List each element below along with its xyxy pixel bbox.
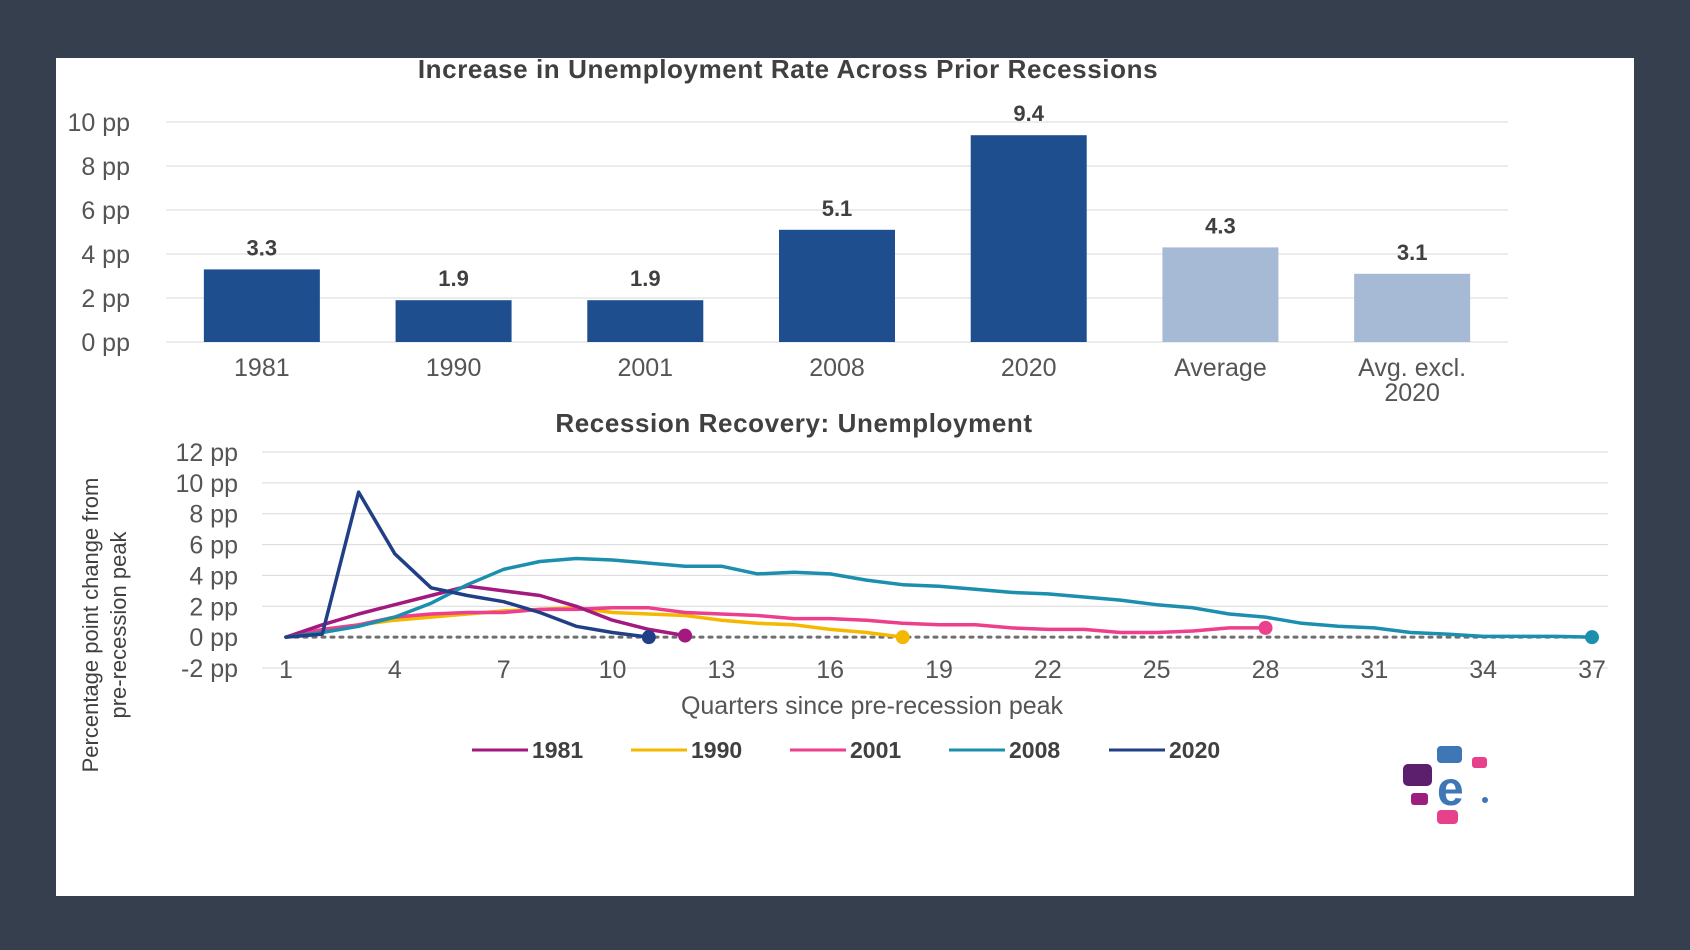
bar-value-label: 9.4 bbox=[1013, 101, 1044, 126]
line-y-tick-label: 8 pp bbox=[189, 501, 238, 529]
line-end-marker-2001 bbox=[1258, 620, 1273, 635]
bar-value-label: 3.3 bbox=[247, 235, 278, 260]
bar-value-label: 3.1 bbox=[1397, 240, 1428, 265]
logo-letter-e: e bbox=[1437, 763, 1464, 816]
bar-y-tick-label: 8 pp bbox=[81, 153, 130, 181]
experian-logo-icon: e bbox=[1403, 746, 1488, 824]
line-chart: Recession Recovery: Unemployment Quarter… bbox=[78, 408, 1608, 772]
line-x-tick-label: 16 bbox=[816, 656, 844, 684]
bar-category-label: 2001 bbox=[617, 354, 673, 382]
line-x-tick-label: 10 bbox=[599, 656, 627, 684]
bar-y-tick-label: 6 pp bbox=[81, 197, 130, 225]
logo-square-pink-small bbox=[1472, 757, 1487, 768]
bar-value-label: 1.9 bbox=[630, 266, 661, 291]
line-x-tick-label: 7 bbox=[497, 656, 511, 684]
bar-chart-title: Increase in Unemployment Rate Across Pri… bbox=[418, 58, 1158, 84]
legend-label-2008: 2008 bbox=[1009, 737, 1060, 763]
bar-category-label: 2020 bbox=[1384, 379, 1440, 407]
bar-category-label: 1981 bbox=[234, 354, 290, 382]
bar-Avg. excl. 2020 bbox=[1354, 273, 1471, 342]
chart-figure: Increase in Unemployment Rate Across Pri… bbox=[67, 58, 1608, 824]
bar-chart: Increase in Unemployment Rate Across Pri… bbox=[67, 58, 1508, 407]
line-chart-y-axis-title: pre-recession peak bbox=[106, 530, 131, 718]
legend-label-2001: 2001 bbox=[850, 737, 901, 763]
line-x-tick-label: 13 bbox=[707, 656, 735, 684]
line-series-1981 bbox=[284, 584, 687, 639]
bar-2001 bbox=[587, 300, 704, 342]
logo-square-purple bbox=[1403, 764, 1432, 786]
bar-1990 bbox=[395, 300, 512, 342]
bar-category-label: Average bbox=[1174, 354, 1267, 382]
line-y-tick-label: 2 pp bbox=[189, 593, 238, 621]
line-chart-y-axis-title: Percentage point change from bbox=[78, 478, 103, 773]
bar-Average bbox=[1162, 247, 1279, 342]
line-chart-legend: 1981 1990 2001 2008 2020 bbox=[472, 737, 1220, 763]
line-end-marker-2008 bbox=[1585, 630, 1599, 645]
logo-square-pink bbox=[1437, 810, 1458, 824]
legend-label-1990: 1990 bbox=[691, 737, 742, 763]
line-y-tick-label: -2 pp bbox=[181, 655, 238, 683]
line-x-tick-label: 22 bbox=[1034, 656, 1062, 684]
legend-label-2020: 2020 bbox=[1169, 737, 1220, 763]
bar-y-tick-label: 10 pp bbox=[67, 109, 130, 137]
bar-1981 bbox=[203, 269, 320, 342]
logo-square-blue bbox=[1437, 746, 1462, 763]
line-x-tick-label: 4 bbox=[388, 656, 402, 684]
line-x-tick-label: 25 bbox=[1143, 656, 1171, 684]
chart-panel: Increase in Unemployment Rate Across Pri… bbox=[56, 58, 1634, 896]
line-series-2001 bbox=[284, 606, 1268, 639]
line-y-tick-label: 6 pp bbox=[189, 532, 238, 560]
line-x-tick-label: 28 bbox=[1252, 656, 1280, 684]
bar-value-label: 4.3 bbox=[1205, 213, 1236, 238]
line-end-marker-1990 bbox=[895, 630, 910, 645]
logo-dot bbox=[1482, 797, 1488, 803]
bar-category-label: 1990 bbox=[426, 354, 482, 382]
bar-2008 bbox=[779, 229, 895, 342]
line-x-tick-label: 37 bbox=[1578, 656, 1606, 684]
bar-y-tick-label: 0 pp bbox=[81, 329, 130, 357]
bar-value-label: 1.9 bbox=[438, 266, 469, 291]
legend-label-1981: 1981 bbox=[532, 737, 583, 763]
line-y-tick-label: 10 pp bbox=[175, 470, 238, 498]
line-y-tick-label: 4 pp bbox=[189, 562, 238, 590]
bar-category-label: 2008 bbox=[809, 354, 865, 382]
bar-y-tick-label: 2 pp bbox=[81, 285, 130, 313]
line-chart-title: Recession Recovery: Unemployment bbox=[555, 408, 1032, 438]
bar-y-tick-label: 4 pp bbox=[81, 241, 130, 269]
line-x-tick-label: 31 bbox=[1360, 656, 1388, 684]
line-series-2008 bbox=[284, 556, 1594, 639]
line-y-tick-label: 0 pp bbox=[189, 624, 238, 652]
line-series-2020 bbox=[284, 490, 651, 639]
line-x-tick-label: 34 bbox=[1469, 656, 1497, 684]
bar-category-label: 2020 bbox=[1001, 354, 1057, 382]
bar-2020 bbox=[970, 135, 1087, 342]
line-end-marker-2020 bbox=[641, 630, 656, 645]
line-end-marker-1981 bbox=[678, 628, 693, 643]
bar-value-label: 5.1 bbox=[822, 196, 853, 221]
line-x-tick-label: 19 bbox=[925, 656, 953, 684]
bar-category-label: Avg. excl. bbox=[1358, 354, 1466, 382]
line-x-tick-label: 1 bbox=[279, 656, 293, 684]
line-chart-x-axis-title: Quarters since pre-recession peak bbox=[681, 692, 1064, 720]
logo-square-magenta bbox=[1411, 793, 1428, 805]
line-y-tick-label: 12 pp bbox=[175, 439, 238, 467]
